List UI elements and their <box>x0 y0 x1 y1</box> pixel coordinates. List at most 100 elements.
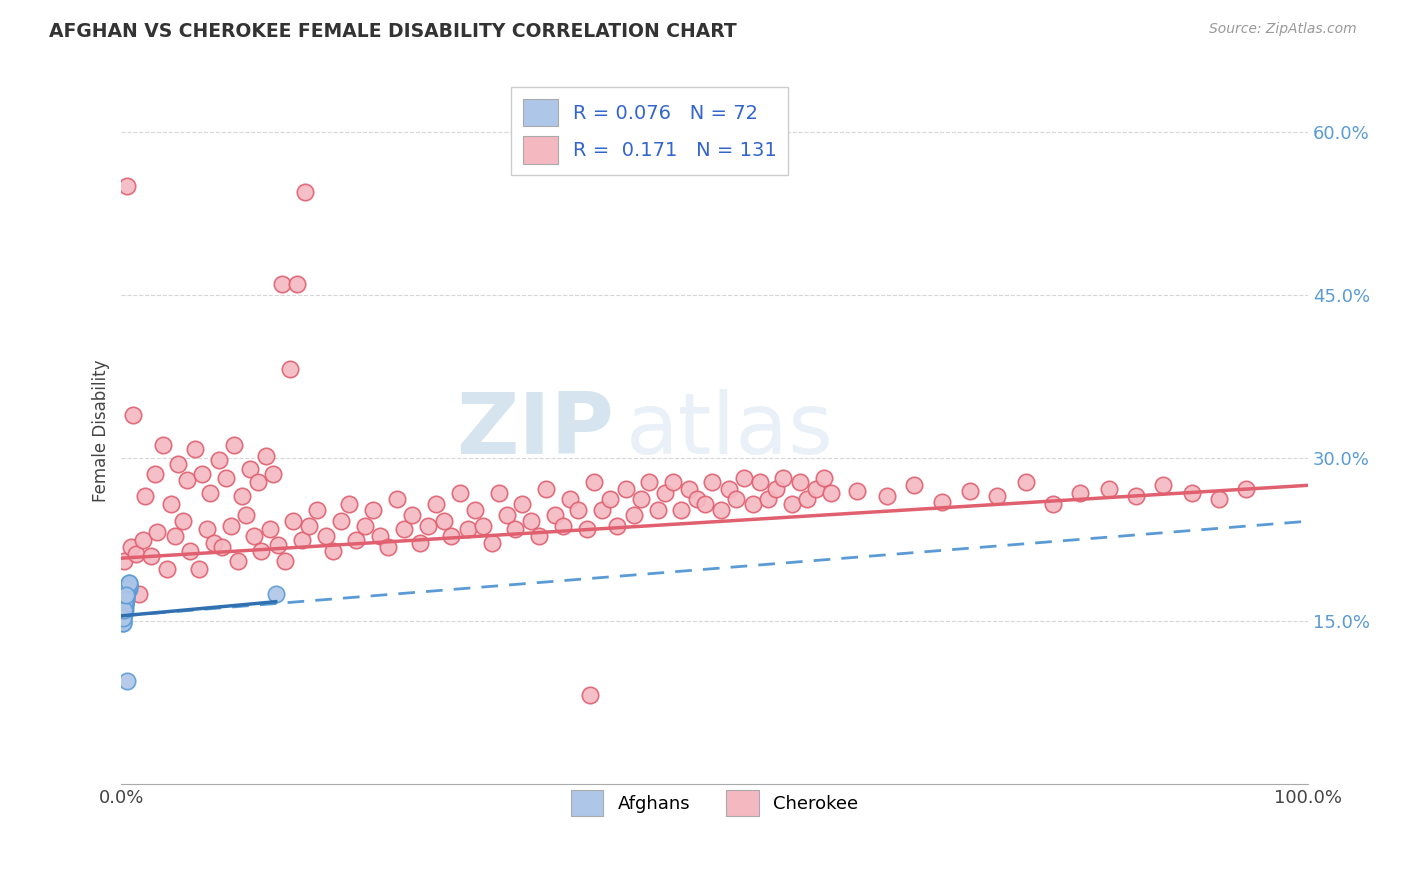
Point <box>195 522 218 536</box>
Point <box>226 554 249 568</box>
Point <box>1014 475 1036 489</box>
Point <box>344 533 367 547</box>
Point <box>114 595 136 609</box>
Point <box>579 688 602 702</box>
Point <box>1181 486 1204 500</box>
Point <box>931 494 953 508</box>
Point <box>264 587 287 601</box>
Point <box>143 467 166 482</box>
Point <box>1042 497 1064 511</box>
Point <box>278 362 301 376</box>
Point <box>112 601 135 615</box>
Point <box>1152 478 1174 492</box>
Point <box>114 592 136 607</box>
Point <box>200 486 222 500</box>
Point <box>184 442 207 457</box>
Point <box>114 595 136 609</box>
Point <box>567 503 589 517</box>
Point <box>111 606 134 620</box>
Point <box>724 492 747 507</box>
Point <box>733 471 755 485</box>
Point <box>117 579 139 593</box>
Point <box>235 508 257 522</box>
Point <box>392 522 415 536</box>
Point <box>117 582 139 596</box>
Point <box>115 587 138 601</box>
Point <box>291 533 314 547</box>
Point <box>117 576 139 591</box>
Point <box>1234 482 1257 496</box>
Point <box>239 462 262 476</box>
Point <box>846 483 869 498</box>
Point <box>115 591 138 605</box>
Point <box>337 497 360 511</box>
Point <box>152 438 174 452</box>
Point <box>765 482 787 496</box>
Point <box>671 503 693 517</box>
Point <box>246 475 269 489</box>
Point <box>117 582 139 596</box>
Point <box>117 579 139 593</box>
Point <box>488 486 510 500</box>
Point <box>789 475 811 489</box>
Point <box>111 616 134 631</box>
Point <box>114 595 136 609</box>
Point <box>780 497 803 511</box>
Text: ZIP: ZIP <box>456 390 614 473</box>
Point <box>115 586 138 600</box>
Point <box>294 185 316 199</box>
Point <box>117 674 139 689</box>
Point <box>527 529 550 543</box>
Point <box>114 591 136 605</box>
Point <box>262 467 284 482</box>
Point <box>115 588 138 602</box>
Point <box>160 497 183 511</box>
Point <box>202 536 225 550</box>
Y-axis label: Female Disability: Female Disability <box>93 359 110 502</box>
Point <box>117 179 139 194</box>
Point <box>307 503 329 517</box>
Point <box>678 482 700 496</box>
Point <box>472 518 495 533</box>
Point <box>717 482 740 496</box>
Point <box>120 541 142 555</box>
Point <box>114 603 136 617</box>
Point <box>111 612 134 626</box>
Point <box>115 588 138 602</box>
Point <box>114 592 136 607</box>
Point <box>114 592 136 607</box>
Point <box>163 529 186 543</box>
Point <box>1069 486 1091 500</box>
Point <box>155 562 177 576</box>
Point <box>250 543 273 558</box>
Point <box>361 503 384 517</box>
Point <box>481 536 503 550</box>
Point <box>710 503 733 517</box>
Point <box>114 599 136 613</box>
Point <box>368 529 391 543</box>
Point <box>702 475 724 489</box>
Text: AFGHAN VS CHEROKEE FEMALE DISABILITY CORRELATION CHART: AFGHAN VS CHEROKEE FEMALE DISABILITY COR… <box>49 22 737 41</box>
Point <box>179 543 201 558</box>
Point <box>401 508 423 522</box>
Point <box>112 601 135 615</box>
Point <box>224 438 246 452</box>
Point <box>512 497 534 511</box>
Point <box>122 408 145 422</box>
Point <box>243 529 266 543</box>
Point <box>117 582 139 596</box>
Point <box>117 582 139 596</box>
Point <box>283 514 305 528</box>
Point <box>543 508 565 522</box>
Point <box>114 592 136 607</box>
Point <box>211 541 233 555</box>
Point <box>505 522 527 536</box>
Point <box>112 603 135 617</box>
Point <box>416 518 439 533</box>
Point <box>117 583 139 598</box>
Point <box>112 601 135 615</box>
Point <box>534 482 557 496</box>
Point <box>385 492 408 507</box>
Point <box>115 583 138 598</box>
Point <box>298 518 321 533</box>
